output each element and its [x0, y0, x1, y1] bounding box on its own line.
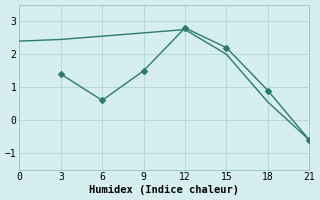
X-axis label: Humidex (Indice chaleur): Humidex (Indice chaleur) — [89, 185, 239, 195]
